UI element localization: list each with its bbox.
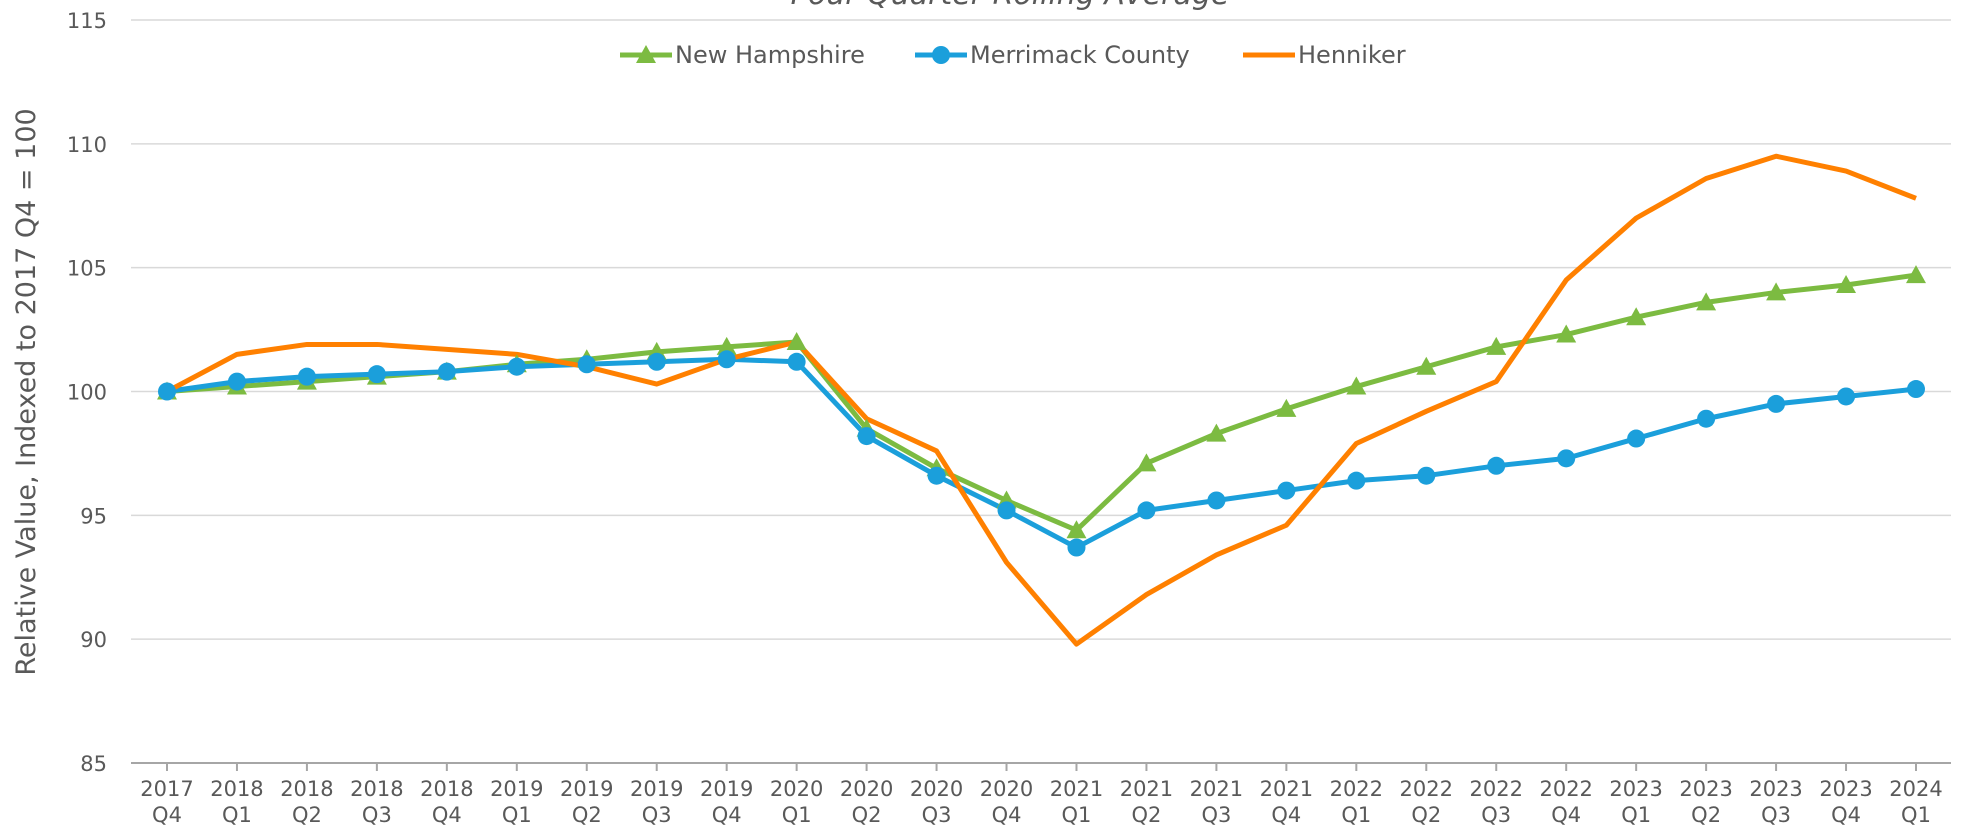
data-point — [927, 466, 946, 485]
y-axis-label: Relative Value, Indexed to 2017 Q4 = 100 — [11, 108, 42, 675]
data-point — [1697, 409, 1716, 428]
x-tick-label: 2022 Q2 — [1400, 777, 1453, 827]
data-point — [1206, 423, 1227, 442]
data-point — [297, 367, 316, 386]
x-tick-label: 2023 Q1 — [1609, 777, 1662, 827]
x-tick-label: 2022 Q1 — [1330, 777, 1383, 827]
data-point — [1766, 282, 1787, 301]
y-tick-label: 115 — [67, 9, 107, 33]
y-tick-label: 95 — [80, 504, 107, 528]
y-tick-label: 100 — [67, 381, 107, 405]
data-point — [1556, 324, 1577, 343]
legend-marker — [636, 45, 656, 63]
data-point — [1836, 275, 1857, 294]
x-tick-label: 2023 Q2 — [1679, 777, 1732, 827]
x-tick-label: 2018 Q1 — [210, 777, 263, 827]
data-point — [1557, 449, 1576, 468]
chart-subtitle: Four Quarter Rolling Average — [791, 0, 1230, 12]
x-tick-label: 2020 Q3 — [910, 777, 963, 827]
x-tick-label: 2020 Q2 — [840, 777, 893, 827]
data-point — [787, 352, 806, 371]
data-point — [1626, 307, 1647, 326]
y-tick-label: 105 — [67, 257, 107, 281]
data-point — [857, 427, 876, 446]
data-point — [1066, 520, 1087, 539]
data-point — [1346, 376, 1367, 395]
data-point — [717, 350, 736, 369]
data-point — [716, 336, 737, 355]
legend-label: New Hampshire — [675, 41, 865, 69]
x-tick-label: 2018 Q3 — [350, 777, 403, 827]
data-point — [227, 372, 246, 391]
x-tick-label: 2023 Q4 — [1819, 777, 1872, 827]
data-point — [647, 352, 666, 371]
series-line — [165, 153, 1917, 647]
data-point — [158, 382, 176, 401]
data-point — [1486, 336, 1507, 355]
data-point — [1907, 380, 1925, 399]
legend-label: Merrimack County — [970, 41, 1190, 69]
data-point — [1417, 466, 1436, 485]
y-tick-label: 85 — [80, 752, 107, 776]
x-tick-label: 2020 Q1 — [770, 777, 823, 827]
data-point — [1207, 491, 1226, 510]
data-point — [1627, 429, 1646, 448]
y-tick-label: 110 — [67, 133, 107, 157]
data-point — [1137, 501, 1156, 520]
data-point — [1837, 387, 1856, 406]
x-tick-label: 2020 Q4 — [980, 777, 1033, 827]
data-point — [1487, 456, 1506, 475]
x-tick-label: 2022 Q3 — [1470, 777, 1523, 827]
data-point — [1277, 481, 1296, 500]
data-point — [997, 501, 1016, 520]
x-tick-label: 2023 Q3 — [1749, 777, 1802, 827]
x-tick-label: 2024 Q1 — [1889, 777, 1942, 827]
data-point — [786, 331, 807, 350]
x-tick-label: 2019 Q4 — [700, 777, 753, 827]
x-tick-label: 2018 Q4 — [420, 777, 473, 827]
x-tick-label: 2021 Q1 — [1050, 777, 1103, 827]
data-point — [1767, 394, 1786, 413]
data-point — [577, 355, 596, 374]
data-point — [1347, 471, 1366, 490]
data-point — [1276, 398, 1297, 417]
x-tick-label: 2018 Q2 — [280, 777, 333, 827]
x-tick-label: 2022 Q4 — [1539, 777, 1592, 827]
legend-label: Henniker — [1298, 41, 1406, 69]
data-point — [367, 365, 386, 384]
x-tick-label: 2019 Q2 — [560, 777, 613, 827]
x-tick-label: 2021 Q2 — [1120, 777, 1173, 827]
series-line — [166, 272, 1917, 533]
x-tick-label: 2021 Q3 — [1190, 777, 1243, 827]
data-point — [1067, 538, 1086, 557]
legend-marker — [932, 46, 950, 64]
data-point — [1906, 265, 1926, 284]
y-tick-label: 90 — [80, 628, 107, 652]
x-tick-label: 2017 Q4 — [140, 777, 193, 827]
data-point — [1136, 453, 1157, 472]
x-tick-label: 2019 Q1 — [490, 777, 543, 827]
data-point — [1696, 292, 1717, 311]
x-tick-label: 2021 Q4 — [1260, 777, 1313, 827]
data-point — [507, 357, 526, 376]
data-point — [1416, 356, 1437, 375]
series-line — [166, 356, 1917, 551]
x-tick-label: 2019 Q3 — [630, 777, 683, 827]
data-point — [437, 362, 456, 381]
